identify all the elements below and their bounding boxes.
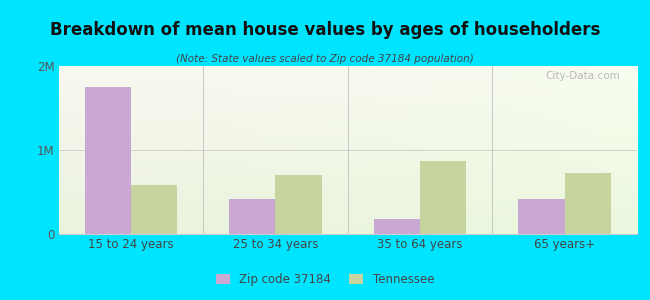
Bar bbox=[276, 175, 322, 234]
Bar bbox=[374, 219, 420, 234]
Bar bbox=[84, 87, 131, 234]
Text: City-Data.com: City-Data.com bbox=[545, 71, 619, 81]
Bar bbox=[565, 173, 611, 234]
Legend: Zip code 37184, Tennessee: Zip code 37184, Tennessee bbox=[211, 269, 439, 291]
Text: Breakdown of mean house values by ages of householders: Breakdown of mean house values by ages o… bbox=[50, 21, 600, 39]
Bar bbox=[229, 199, 276, 234]
Text: (Note: State values scaled to Zip code 37184 population): (Note: State values scaled to Zip code 3… bbox=[176, 54, 474, 64]
Bar bbox=[420, 161, 466, 234]
Bar bbox=[519, 199, 565, 234]
Bar bbox=[131, 185, 177, 234]
